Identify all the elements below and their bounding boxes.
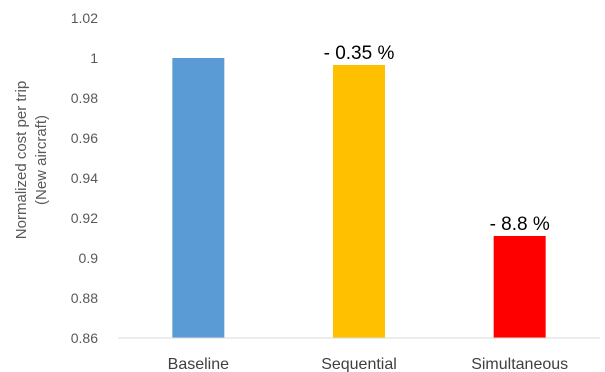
y-axis-title-line-1: Normalized cost per trip <box>13 81 30 239</box>
y-axis-title-line-2: (New aircraft) <box>33 115 50 205</box>
category-label-simultaneous: Simultaneous <box>471 356 568 372</box>
y-tick-label: 0.94 <box>71 170 98 186</box>
y-tick-label: 1 <box>90 50 98 66</box>
y-tick-label: 0.9 <box>79 250 99 266</box>
y-axis-title: Normalized cost per trip (New aircraft) <box>13 81 50 239</box>
y-tick-label: 0.88 <box>71 290 98 306</box>
data-label-sequential: - 0.35 % <box>324 43 395 64</box>
bar-simultaneous <box>494 236 546 338</box>
y-tick-label: 0.98 <box>71 90 98 106</box>
data-label-simultaneous: - 8.8 % <box>490 214 550 235</box>
category-label-sequential: Sequential <box>321 356 397 372</box>
category-label-baseline: Baseline <box>168 356 229 372</box>
bars <box>172 58 545 338</box>
y-tick-label: 1.02 <box>71 10 98 26</box>
y-tick-label: 0.96 <box>71 130 98 146</box>
y-tick-label: 0.92 <box>71 210 98 226</box>
y-axis-ticks: 0.86 0.88 0.9 0.92 0.94 0.96 0.98 1 1.02 <box>71 10 98 346</box>
y-tick-label: 0.86 <box>71 330 98 346</box>
bar-sequential <box>333 65 385 338</box>
category-labels: Baseline Sequential Simultaneous <box>168 356 568 372</box>
bar-baseline <box>172 58 224 338</box>
